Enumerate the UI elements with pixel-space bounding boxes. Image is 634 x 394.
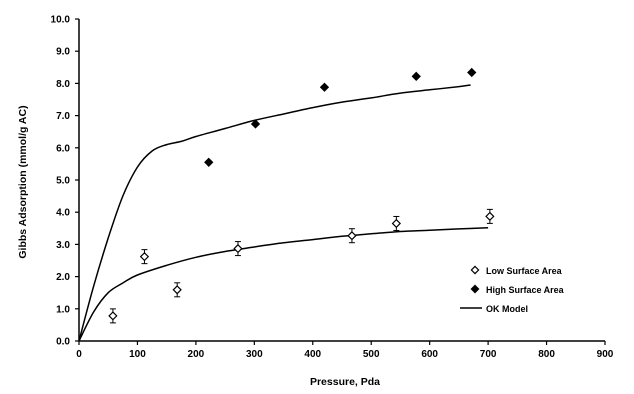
y-tick-label: 8.0	[56, 79, 70, 90]
x-axis-label: Pressure, Pda	[310, 376, 380, 388]
y-tick-label: 6.0	[56, 143, 70, 154]
low-surface-area-point	[485, 211, 495, 222]
legend-label-high-surface-area: High Surface Area	[486, 285, 565, 295]
low-surface-area-point	[139, 251, 150, 262]
x-tick-label: 600	[421, 349, 438, 360]
ok-model-curve	[78, 226, 489, 342]
high-surface-area-point	[411, 71, 421, 81]
y-tick-label: 3.0	[56, 240, 70, 251]
x-tick-label: 400	[304, 349, 321, 360]
x-tick-label: 0	[76, 349, 82, 360]
x-tick-label: 100	[129, 349, 146, 360]
y-tick-label: 0.0	[56, 337, 70, 348]
x-axis-ticks: 0 100 200 300 400 500 600 700 800 900	[76, 341, 614, 360]
y-axis-ticks: 0.0 1.0 2.0 3.0 4.0 5.0 6.0 7.0 8.0 9.0 10.0	[51, 15, 79, 348]
legend-marker-low-surface-area	[470, 265, 480, 275]
high-surface-area-point	[250, 119, 261, 129]
low-surface-area-point	[391, 218, 402, 229]
low-surface-area-point	[108, 311, 118, 321]
high-surface-area-point	[204, 157, 214, 167]
y-tick-label: 5.0	[56, 176, 70, 187]
legend-marker-high-surface-area	[470, 284, 480, 294]
y-tick-label: 7.0	[56, 111, 70, 122]
ok-model-curve	[78, 84, 471, 342]
x-tick-label: 200	[188, 349, 205, 360]
x-tick-label: 300	[246, 349, 263, 360]
low-surface-area-point	[347, 231, 357, 241]
legend-open-diamond	[470, 265, 480, 275]
x-tick-label: 700	[480, 349, 497, 360]
x-tick-label: 500	[363, 349, 380, 360]
legend: Low Surface Area High Surface Area OK Mo…	[460, 265, 565, 314]
data-points	[108, 67, 495, 324]
legend-label-low-surface-area: Low Surface Area	[486, 266, 563, 276]
model-curves	[78, 84, 489, 342]
y-tick-label: 9.0	[56, 47, 70, 58]
x-tick-label: 800	[538, 349, 555, 360]
y-tick-label: 4.0	[56, 208, 70, 219]
low-surface-area-point	[172, 285, 182, 295]
high-surface-area-point	[467, 67, 477, 78]
high-surface-area-point	[319, 82, 330, 92]
y-tick-label: 10.0	[51, 15, 71, 26]
y-tick-label: 2.0	[56, 272, 70, 283]
low-surface-area-point	[233, 243, 243, 254]
y-axis-label: Gibbs Adsorption (mmol/g AC)	[17, 105, 29, 258]
x-tick-label: 900	[597, 349, 614, 360]
legend-label-ok-model: OK Model	[486, 304, 528, 314]
legend-filled-diamond	[470, 284, 480, 294]
y-tick-label: 1.0	[56, 304, 70, 315]
